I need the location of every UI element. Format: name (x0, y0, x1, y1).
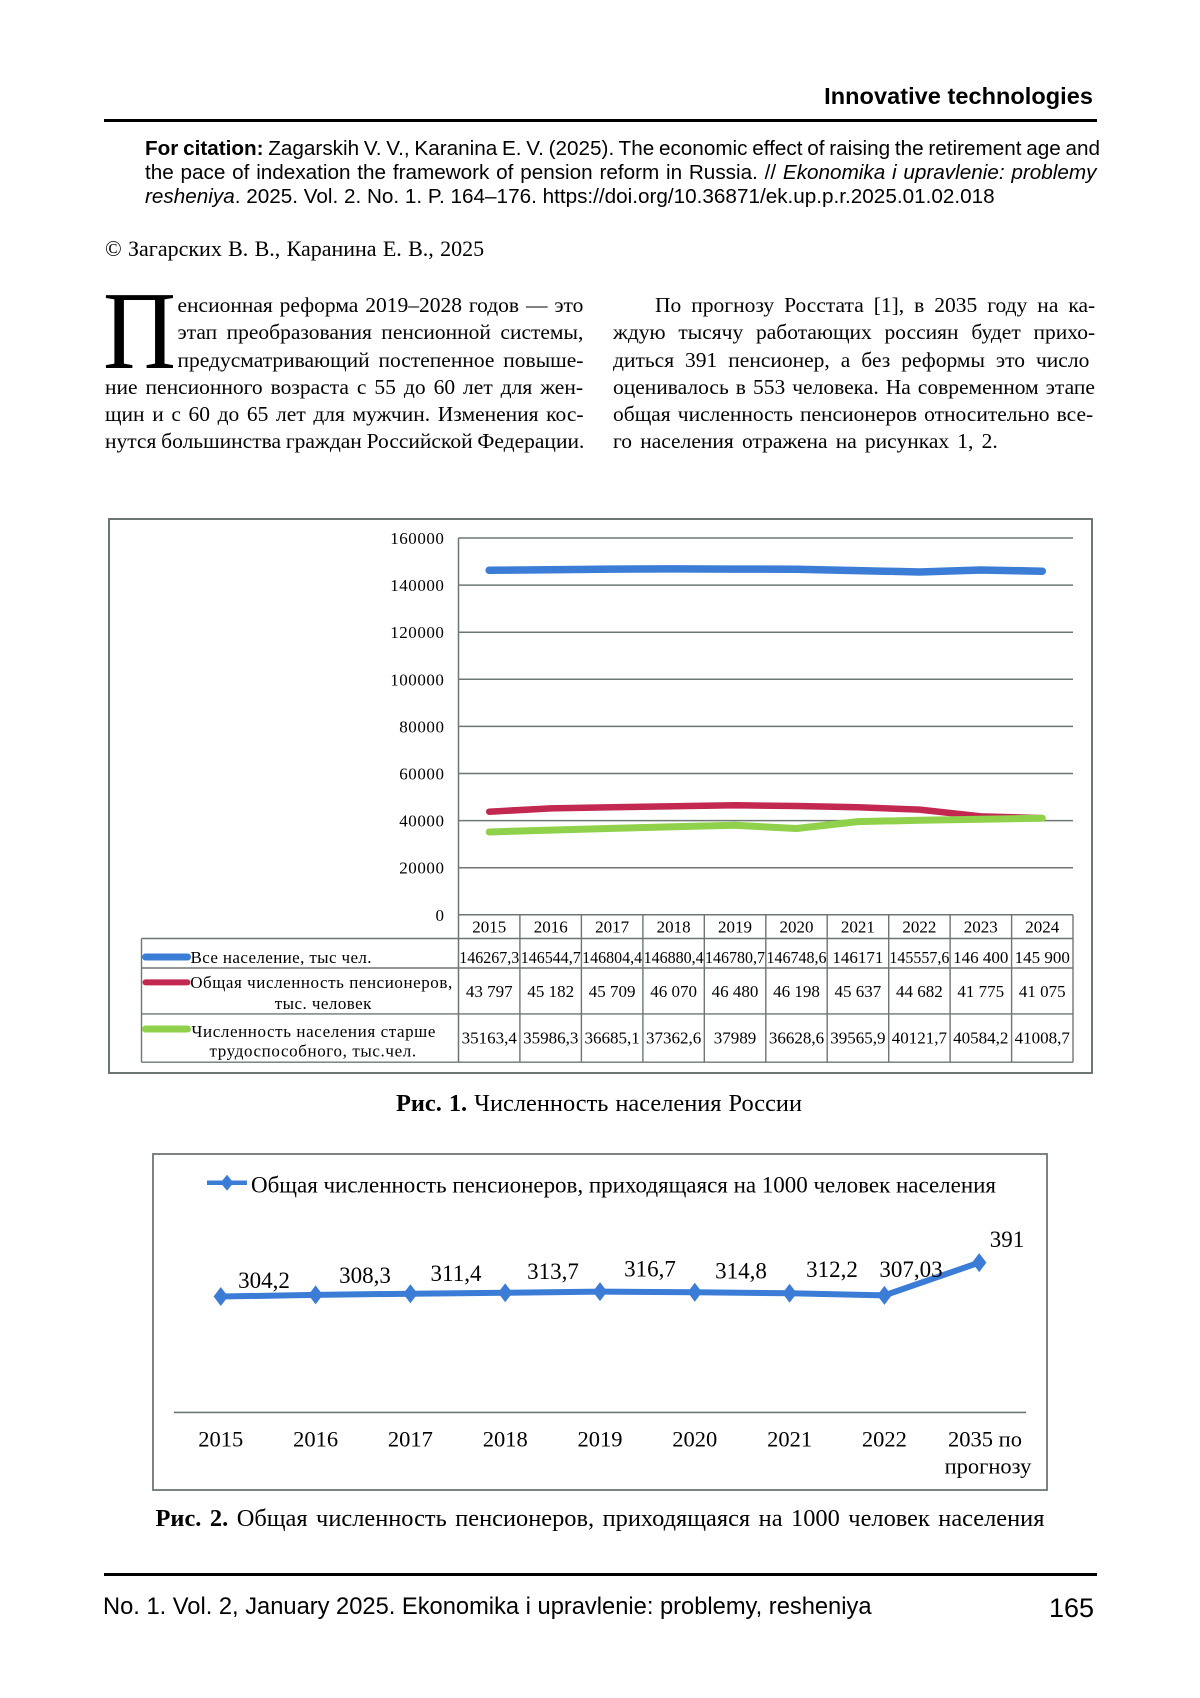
svg-text:146544,7: 146544,7 (520, 948, 580, 967)
svg-text:307,03: 307,03 (879, 1257, 942, 1282)
svg-text:145 900: 145 900 (1014, 948, 1069, 967)
svg-text:314,8: 314,8 (715, 1259, 767, 1284)
svg-text:40584,2: 40584,2 (953, 1028, 1008, 1047)
svg-text:2020: 2020 (672, 1427, 717, 1452)
svg-text:120000: 120000 (390, 623, 444, 642)
svg-text:37989: 37989 (713, 1028, 756, 1047)
svg-text:2015: 2015 (472, 917, 506, 936)
svg-text:46 198: 46 198 (773, 982, 820, 1001)
svg-text:Общая численность пенсионеров,: Общая численность пенсионеров, (190, 972, 452, 991)
svg-text:46 480: 46 480 (711, 982, 758, 1001)
svg-text:46 070: 46 070 (650, 982, 697, 1001)
svg-text:311,4: 311,4 (431, 1261, 482, 1286)
svg-text:304,2: 304,2 (238, 1268, 290, 1293)
svg-text:2017: 2017 (595, 917, 630, 936)
svg-text:308,3: 308,3 (339, 1263, 391, 1288)
svg-text:35163,4: 35163,4 (461, 1028, 517, 1047)
svg-text:2023: 2023 (963, 917, 997, 936)
svg-text:146267,3: 146267,3 (459, 948, 519, 967)
svg-text:2015: 2015 (198, 1427, 243, 1452)
svg-text:2018: 2018 (483, 1427, 528, 1452)
svg-text:40000: 40000 (399, 811, 444, 830)
svg-text:100000: 100000 (390, 670, 444, 689)
svg-text:Общая численность пенсионеров,: Общая численность пенсионеров, приходяща… (251, 1173, 996, 1198)
svg-text:2017: 2017 (388, 1427, 433, 1452)
svg-text:41008,7: 41008,7 (1014, 1028, 1070, 1047)
svg-text:146 400: 146 400 (953, 948, 1008, 967)
svg-text:Численность населения старше: Численность населения старше (191, 1022, 435, 1041)
svg-text:2020: 2020 (779, 917, 813, 936)
svg-text:45 637: 45 637 (834, 982, 881, 1001)
svg-text:40121,7: 40121,7 (891, 1028, 947, 1047)
svg-text:43 797: 43 797 (465, 982, 512, 1001)
svg-text:41 775: 41 775 (957, 982, 1004, 1001)
svg-text:145557,6: 145557,6 (889, 948, 949, 967)
svg-text:тыс. человек: тыс. человек (274, 994, 371, 1013)
svg-text:35986,3: 35986,3 (523, 1028, 578, 1047)
svg-text:2035 по: 2035 по (948, 1427, 1022, 1452)
svg-text:2016: 2016 (293, 1427, 338, 1452)
svg-text:140000: 140000 (390, 576, 444, 595)
svg-text:312,2: 312,2 (806, 1257, 858, 1282)
svg-text:146880,4: 146880,4 (643, 948, 703, 967)
svg-text:2024: 2024 (1025, 917, 1060, 936)
svg-text:160000: 160000 (390, 529, 444, 548)
svg-text:36628,6: 36628,6 (768, 1028, 823, 1047)
svg-text:2018: 2018 (656, 917, 690, 936)
svg-text:прогнозу: прогнозу (945, 1454, 1032, 1479)
svg-text:316,7: 316,7 (624, 1257, 676, 1282)
svg-text:41 075: 41 075 (1018, 982, 1065, 1001)
svg-text:44 682: 44 682 (896, 982, 943, 1001)
svg-text:Все население, тыс чел.: Все население, тыс чел. (190, 947, 371, 966)
svg-text:2021: 2021 (840, 917, 874, 936)
svg-text:20000: 20000 (399, 858, 444, 877)
svg-text:0: 0 (435, 905, 444, 924)
svg-text:2022: 2022 (902, 917, 936, 936)
svg-text:45 182: 45 182 (527, 982, 574, 1001)
svg-text:45 709: 45 709 (588, 982, 635, 1001)
svg-text:2016: 2016 (533, 917, 567, 936)
svg-text:2022: 2022 (862, 1427, 907, 1452)
svg-text:80000: 80000 (399, 717, 444, 736)
svg-text:36685,1: 36685,1 (584, 1028, 639, 1047)
svg-text:391: 391 (990, 1227, 1025, 1252)
svg-text:146780,7: 146780,7 (705, 948, 765, 967)
svg-text:146171: 146171 (832, 948, 883, 967)
svg-text:313,7: 313,7 (527, 1259, 579, 1284)
svg-text:60000: 60000 (399, 764, 444, 783)
svg-text:трудоспособного, тыс.чел.: трудоспособного, тыс.чел. (209, 1041, 416, 1060)
svg-text:39565,9: 39565,9 (830, 1028, 885, 1047)
svg-text:37362,6: 37362,6 (645, 1028, 700, 1047)
svg-text:2019: 2019 (578, 1427, 623, 1452)
svg-text:2021: 2021 (767, 1427, 812, 1452)
svg-text:146748,6: 146748,6 (766, 948, 826, 967)
svg-text:146804,4: 146804,4 (582, 948, 642, 967)
svg-text:2019: 2019 (718, 917, 752, 936)
